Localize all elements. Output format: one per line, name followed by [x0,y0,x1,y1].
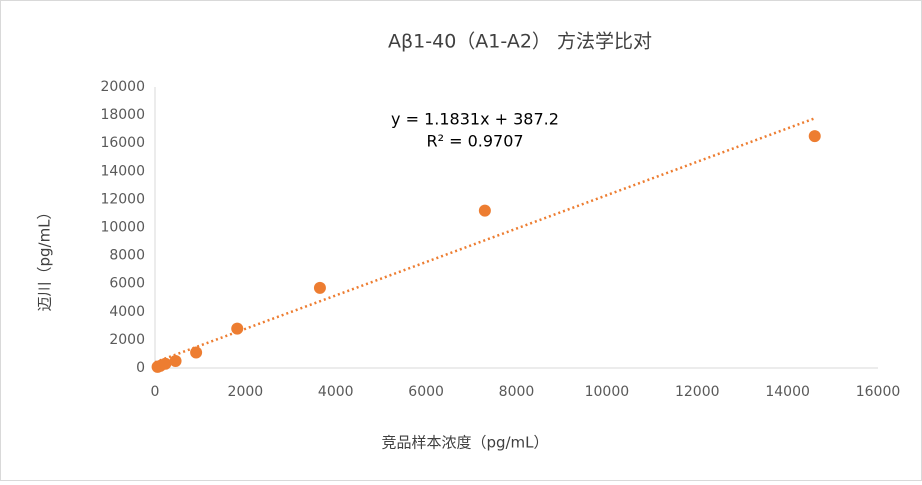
y-tick-label: 12000 [100,191,145,207]
y-tick-label: 14000 [100,163,145,179]
data-point [478,204,491,217]
x-tick-label: 6000 [408,384,444,400]
data-point [231,322,244,335]
r-squared: R² = 0.9707 [426,132,523,151]
y-tick-label: 4000 [109,304,145,320]
data-point [313,281,326,294]
y-tick-label: 0 [136,360,145,376]
x-tick-label: 8000 [499,384,535,400]
y-tick-label: 6000 [109,276,145,292]
y-tick-label: 10000 [100,220,145,236]
data-point [190,346,203,359]
trendline-equation: y = 1.1831x + 387.2 [391,110,559,129]
x-tick-label: 4000 [318,384,354,400]
y-tick-label: 8000 [109,248,145,264]
x-tick-label: 10000 [585,384,630,400]
trendline [154,117,816,364]
y-tick-label: 2000 [109,332,145,348]
x-tick-label: 16000 [856,384,901,400]
y-axis-label: 迈川（pg/mL） [36,204,54,311]
x-tick-label: 2000 [228,384,264,400]
y-tick-label: 18000 [100,107,145,123]
chart-title: Aβ1-40（A1-A2） 方法学比对 [388,31,652,53]
x-tick-label: 12000 [675,384,720,400]
data-point [169,354,182,367]
y-tick-label: 20000 [100,79,145,95]
data-point [808,130,821,143]
x-axis-label: 竞品样本浓度（pg/mL） [381,434,548,452]
data-point [159,357,172,370]
y-tick-label: 16000 [100,135,145,151]
x-tick-label: 0 [151,384,160,400]
x-tick-label: 14000 [765,384,810,400]
